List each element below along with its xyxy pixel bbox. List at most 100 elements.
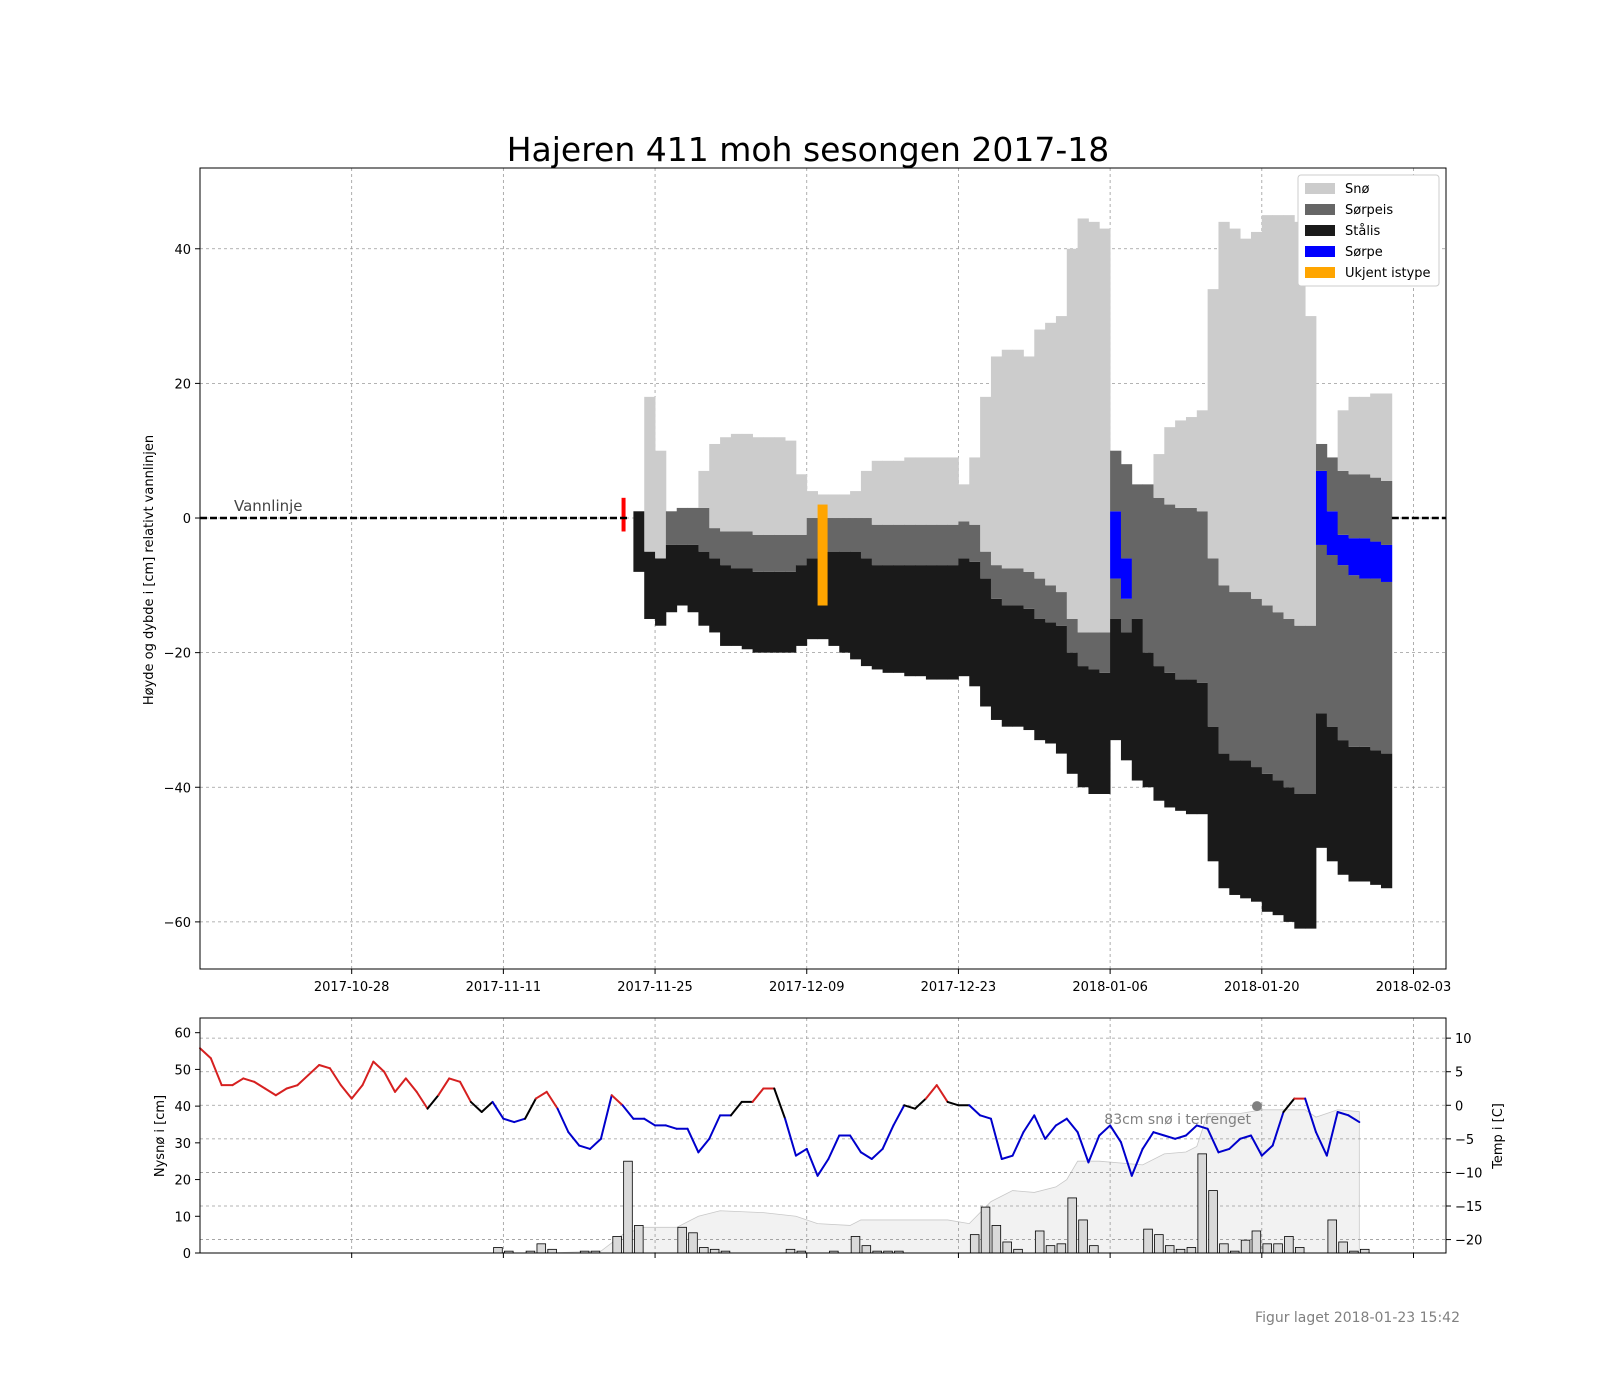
slush-ice-layer [1164,504,1176,673]
temperature-segment [1347,1114,1361,1124]
slush-ice-layer [741,531,753,569]
slush-ice-layer [882,524,894,566]
clear-ice-layer [990,598,1003,720]
new-snow-bar [1338,1241,1348,1254]
new-snow-bar [1078,1219,1088,1254]
temperature-segment [1239,1134,1252,1140]
snow-layer [644,396,656,552]
temperature-segment [751,1087,765,1103]
terrain-snow-marker [1251,1101,1262,1112]
clear-ice-layer [1045,622,1057,744]
clear-ice-layer [709,558,721,633]
slush-ice-layer [1380,480,1393,545]
legend-label-ukjent: Ukjent istype [1345,266,1431,281]
weather-grid [200,1018,1446,1253]
slush-ice-layer [1380,581,1393,754]
new-snow-bar [1251,1230,1262,1254]
unknown-ice-type-bar [621,497,626,532]
clear-ice-layer [1250,767,1263,902]
clear-ice-layer [1305,793,1317,929]
snow-layer [958,484,970,522]
ice-y-tick-label: 40 [174,243,191,258]
temperature-segment [480,1100,494,1113]
snow-layer [1001,349,1014,569]
temperature-segment [567,1131,581,1147]
temp-y-tick-label: −10 [1455,1166,1482,1181]
clear-ice-layer [1315,713,1328,848]
snow-y-tick-label: 30 [174,1137,191,1152]
temperature-segment [502,1117,516,1124]
snow-layer [871,460,883,525]
snow-layer [1218,221,1230,586]
terrain-snow-area [546,1109,1360,1254]
snow-layer [1185,417,1198,508]
temperature-segment [339,1084,353,1100]
snow-layer [763,437,775,535]
slush-ice-layer [1359,474,1371,539]
slush-layer [1120,558,1133,599]
snow-layer [893,460,905,525]
temperature-segment [383,1070,397,1093]
clear-ice-layer [1207,726,1219,862]
temperature-segment [524,1097,537,1120]
slush-ice-layer [915,524,927,566]
snow-layer [806,491,818,519]
slush-layer [1337,534,1349,566]
snow-layer [1261,215,1274,606]
clear-ice-layer [1055,625,1068,754]
new-snow-bar [547,1248,557,1254]
snow-layer [860,470,873,519]
temp-y-tick-label: 10 [1455,1032,1472,1047]
snow-layer [1034,329,1046,579]
temperature-segment [805,1147,819,1177]
temperature-segment [534,1090,548,1100]
legend-swatch-sorpe [1305,246,1335,257]
ice-x-tick-label: 2017-12-23 [921,980,997,995]
slush-ice-layer [1088,632,1100,670]
temperature-segment [914,1097,927,1110]
slush-ice-layer [1370,477,1382,542]
temperature-segment [1130,1147,1144,1177]
new-snow-bar [1360,1248,1370,1254]
weather-chart: 0 10 20 30 40 50 60 −20 −15 −10 −5 0 5 10 83cm snø i … [153,1017,1506,1262]
clear-ice-layer [947,565,959,680]
legend: Snø Sørpeis Stålis Sørpe Ukjent istype [1297,174,1440,287]
slush-ice-layer [1142,484,1154,653]
temperature-segment [643,1117,657,1127]
temperature-segment [1282,1097,1296,1113]
clear-ice-layer [882,565,894,673]
snow-layer [741,433,753,532]
temperature-segment [372,1060,386,1073]
slush-ice-layer [1001,568,1014,606]
temperature-segment [1054,1117,1068,1127]
clear-ice-layer [1099,672,1111,794]
snow-layer [730,433,743,532]
new-snow-bar [1045,1245,1056,1254]
new-snow-bar [536,1243,547,1254]
slush-layer [1348,538,1360,576]
temperature-segment [1141,1131,1155,1150]
slush-ice-layer [1326,457,1339,512]
temperature-segment [784,1117,797,1157]
unknown-ice-type-bar [817,504,828,606]
slush-ice-layer [1110,578,1122,619]
slush-ice-layer [1034,578,1046,619]
clear-ice-layer [676,544,688,606]
slush-ice-layer [1348,575,1360,747]
snow-layer [1055,316,1068,593]
temperature-line [199,1047,1361,1177]
temperature-segment [1098,1124,1112,1137]
snow-layer [795,474,808,535]
new-snow-bar [980,1206,991,1254]
snow-layer [1305,316,1317,626]
ice-x-tick-label: 2017-12-09 [769,980,845,995]
clear-ice-layer [1001,605,1014,727]
new-snow-bar [1327,1219,1337,1254]
clear-ice-layer [1359,746,1371,882]
slush-ice-layer [1066,618,1079,653]
snow-layer [1066,248,1079,619]
snow-layer [1229,228,1241,593]
slush-layer [1370,541,1382,579]
temperature-segment [1087,1134,1101,1164]
